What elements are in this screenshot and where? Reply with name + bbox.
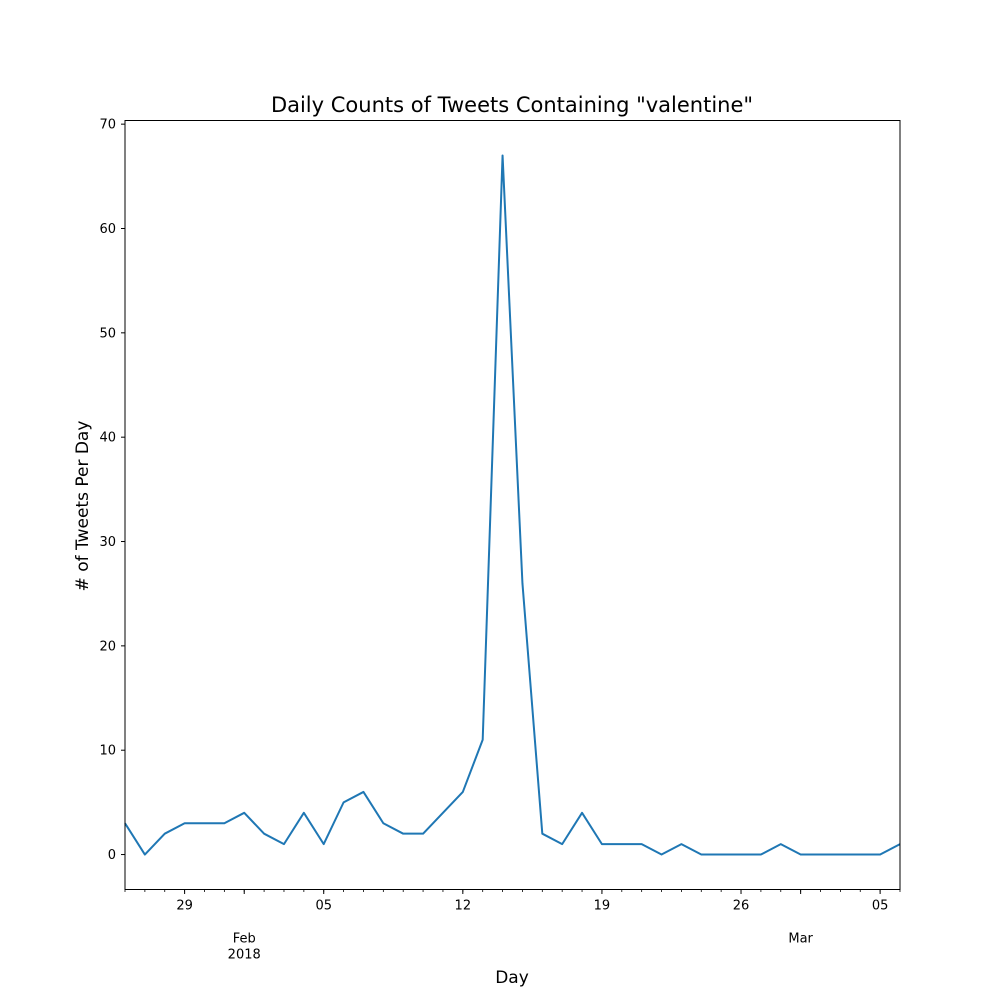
x-tick-label: 19 [594,899,611,914]
series-line [124,154,901,856]
x-tick-sublabel: Feb [233,932,256,947]
x-tick-label: 26 [733,899,750,914]
series-group [124,154,901,856]
chart-title: Daily Counts of Tweets Containing "valen… [271,93,753,117]
x-tick-label: 29 [176,899,193,914]
y-tick-label: 40 [99,431,116,446]
x-tick-label: 05 [872,899,889,914]
y-tick-label: 60 [99,222,116,237]
x-tick-sublabel: 2018 [228,948,261,963]
y-tick-label: 0 [108,848,116,863]
x-axis-label: Day [495,968,529,988]
y-axis-label: # of Tweets Per Day [73,421,93,592]
plot-frame [124,120,901,890]
y-tick-label: 50 [99,326,116,341]
y-tick-label: 70 [99,118,116,133]
x-tick-label: 05 [315,899,332,914]
y-tick-label: 30 [99,535,116,550]
x-tick-sublabel: Mar [788,932,813,947]
y-tick-label: 10 [99,744,116,759]
y-tick-label: 20 [99,639,116,654]
x-tick-label: 12 [455,899,472,914]
